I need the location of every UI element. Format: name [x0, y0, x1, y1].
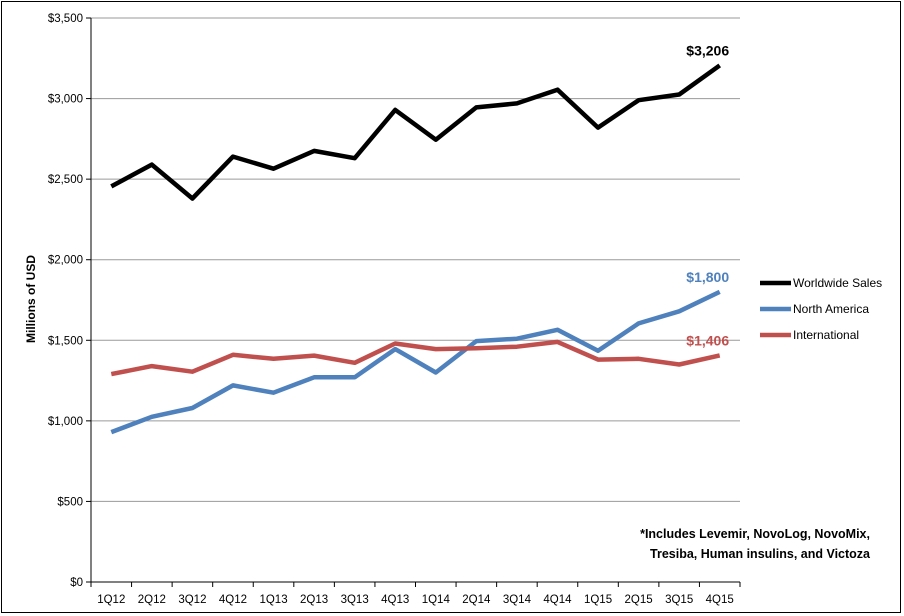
y-tick-label: $3,500	[48, 13, 83, 25]
x-tick-label: 1Q12	[97, 594, 125, 606]
x-tick-label: 4Q13	[381, 594, 409, 606]
x-tick-label: 2Q13	[300, 594, 328, 606]
legend: Worldwide Sales North America Internationa…	[760, 276, 882, 342]
x-tick-label: 4Q15	[706, 594, 734, 606]
y-tick-label: $3,000	[48, 94, 83, 106]
series-line-international	[110, 339, 721, 377]
y-tick-label: $1,000	[48, 416, 83, 428]
y-axis-title: Millions of USD	[24, 255, 38, 343]
data-label-international: $1,406	[686, 332, 729, 348]
grid-lines	[91, 17, 740, 502]
x-tick-label: 3Q15	[665, 594, 693, 606]
legend-label: North America	[793, 302, 869, 316]
x-tick-label: 1Q14	[422, 594, 451, 606]
x-tick-label: 4Q12	[219, 594, 247, 606]
legend-item-north-america: North America	[760, 302, 869, 316]
x-tick-label: 2Q15	[625, 594, 653, 606]
footnote-line-1: *Includes Levemir, NovoLog, NovoMix,	[640, 527, 870, 541]
x-tick-label: 3Q14	[503, 594, 532, 606]
series-line-north-america	[110, 289, 721, 435]
data-label-north-america: $1,800	[686, 269, 729, 285]
y-tick-label: $500	[57, 496, 83, 508]
x-tick-label: 2Q12	[138, 594, 166, 606]
x-tick-label: 1Q15	[584, 594, 612, 606]
x-axis: 1Q12 2Q12 3Q12 4Q12 1Q13 2Q13 3Q13 4Q13 1Q14 2Q14…	[90, 581, 741, 606]
x-tick-label: 3Q12	[178, 594, 206, 606]
y-tick-label: $2,000	[48, 255, 83, 267]
footnote: *Includes Levemir, NovoLog, NovoMix, Tre…	[570, 524, 870, 564]
y-tick-label: $2,500	[48, 174, 83, 186]
end-labels: $3,206 $1,800 $1,406	[686, 42, 729, 348]
y-tick-label: $0	[70, 577, 83, 589]
data-label-worldwide-sales: $3,206	[686, 42, 729, 58]
legend-label: Worldwide Sales	[793, 276, 882, 290]
x-tick-label: 3Q13	[341, 594, 369, 606]
x-tick-label: 2Q14	[462, 594, 491, 606]
footnote-line-2: Tresiba, Human insulins, and Victoza	[650, 547, 870, 561]
y-tick-label: $1,500	[48, 335, 83, 347]
legend-label: International	[793, 328, 859, 342]
y-axis: $0 $500 $1,000 $1,500 $2,000 $2,500 $3,000 $3,5…	[48, 13, 92, 589]
series-lines	[110, 63, 722, 435]
legend-item-worldwide-sales: Worldwide Sales	[760, 276, 882, 290]
x-tick-label: 4Q14	[543, 594, 572, 606]
x-tick-label: 1Q13	[259, 594, 287, 606]
series-line-worldwide-sales	[110, 63, 722, 201]
legend-item-international: International	[760, 328, 859, 342]
